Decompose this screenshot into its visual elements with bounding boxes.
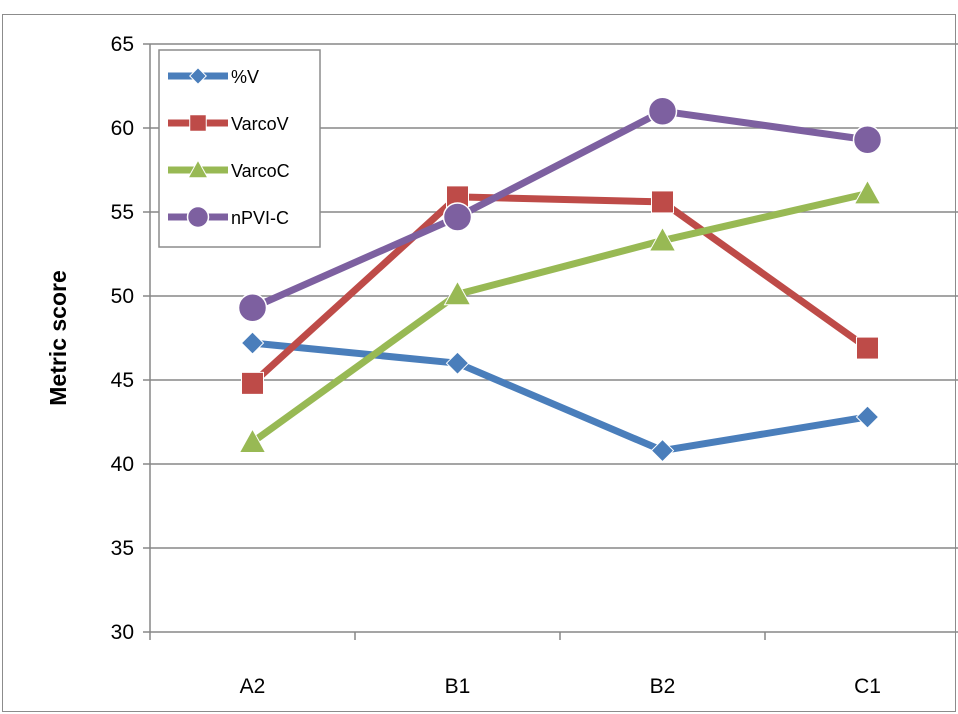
- x-tick-label-b1: B1: [445, 675, 471, 698]
- legend-marker: [186, 205, 210, 229]
- data-point-4-c1: [852, 125, 883, 155]
- x-axis-ticks: A2 B1 B2 C1: [149, 632, 881, 698]
- legend-marker: [189, 114, 207, 132]
- y-tick-label: 30: [111, 621, 134, 644]
- data-point-1-b2: [650, 438, 675, 463]
- y-tick-label: 35: [111, 537, 134, 560]
- data-point-2-b2: [651, 190, 674, 214]
- legend-item-2: VarcoV: [168, 114, 289, 134]
- legend-item-1: %V: [168, 67, 259, 87]
- data-point-4-b1: [442, 202, 473, 232]
- data-point-3-b1: [443, 280, 472, 306]
- x-tick-label-a2: A2: [240, 675, 266, 698]
- y-axis-ticks: 30 35 40 45 50 55 60 65: [111, 33, 150, 644]
- data-point-2-a2: [241, 371, 264, 395]
- y-axis-title: Metric score: [45, 270, 71, 406]
- series-4: [237, 96, 883, 323]
- data-point-1-b1: [445, 351, 470, 375]
- y-tick-label: 60: [111, 117, 134, 140]
- y-tick-label: 65: [111, 33, 134, 56]
- data-point-2-c1: [856, 336, 879, 360]
- legend: %V VarcoV VarcoC nPVI-C: [158, 49, 321, 248]
- legend-item-4: nPVI-C: [168, 205, 289, 229]
- legend-marker: [187, 159, 209, 179]
- legend-label: VarcoC: [231, 161, 290, 181]
- data-point-3-b2: [648, 226, 677, 252]
- axes: [149, 44, 958, 633]
- y-tick-label: 50: [111, 285, 134, 308]
- data-point-1-a2: [240, 331, 265, 355]
- x-tick-label-c1: C1: [854, 675, 881, 698]
- series-line-1: [249, 339, 871, 455]
- data-point-4-b2: [647, 96, 678, 126]
- data-point-4-a2: [237, 293, 268, 323]
- series-line-4: [249, 107, 871, 312]
- y-tick-label: 40: [111, 453, 134, 476]
- legend-item-3: VarcoC: [168, 159, 290, 181]
- series-line-3: [249, 190, 871, 446]
- series-2: [241, 185, 879, 395]
- series-1: [240, 331, 880, 463]
- y-tick-label: 45: [111, 369, 134, 392]
- legend-label: VarcoV: [231, 114, 289, 134]
- series-layer: [237, 96, 883, 463]
- legend-label: %V: [231, 67, 259, 87]
- data-point-3-c1: [853, 179, 882, 205]
- data-point-3-a2: [238, 428, 267, 454]
- legend-marker: [189, 67, 207, 85]
- series-line-2: [249, 193, 871, 387]
- series-3: [238, 179, 882, 454]
- legend-label: nPVI-C: [231, 208, 289, 228]
- data-point-1-c1: [855, 405, 880, 429]
- y-tick-label: 55: [111, 201, 134, 224]
- x-tick-label-b2: B2: [650, 675, 676, 698]
